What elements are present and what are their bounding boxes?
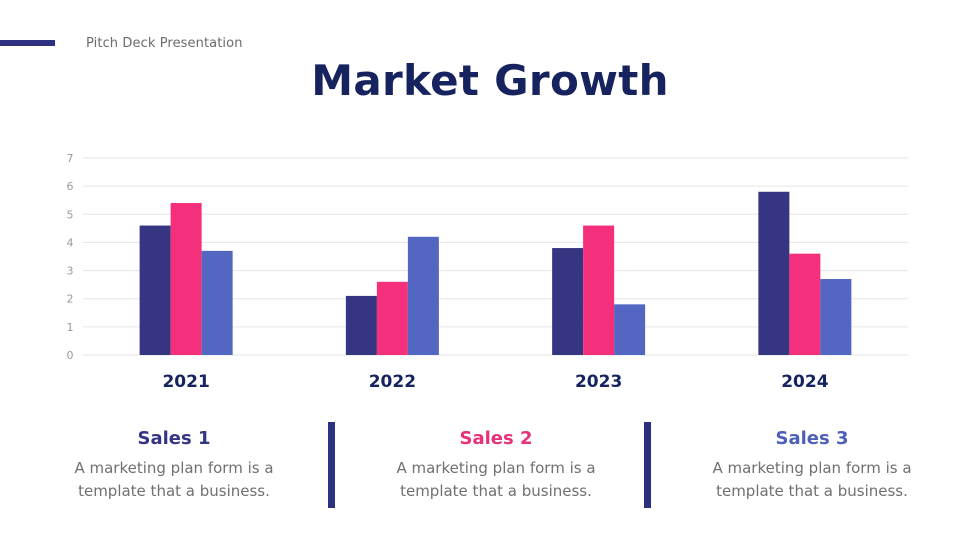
card-text: A marketing plan form is a template that …: [44, 457, 304, 503]
card-title: Sales 2: [459, 428, 533, 449]
y-tick-label: 7: [67, 152, 74, 165]
card-title: Sales 3: [775, 428, 849, 449]
slide-title: Market Growth: [311, 56, 669, 105]
card-text-line: A marketing plan form is a: [74, 459, 274, 477]
x-category-label: 2021: [162, 372, 209, 392]
bar-2024-series-3: [820, 279, 852, 355]
card-sales-3: Sales 3 A marketing plan form is a templa…: [682, 428, 942, 503]
bar-2021-series-1: [139, 225, 171, 355]
divider: [644, 422, 651, 508]
card-sales-2: Sales 2 A marketing plan form is a templa…: [366, 428, 626, 503]
card-text-line: template that a business.: [400, 482, 592, 500]
card-sales-1: Sales 1 A marketing plan form is a templa…: [44, 428, 304, 503]
card-text-line: A marketing plan form is a: [396, 459, 596, 477]
x-axis-labels: 2021 2022 2023 2024: [162, 372, 828, 392]
bar-2024-series-2: [789, 253, 821, 355]
accent-bar: [0, 40, 55, 46]
presentation-subtitle: Pitch Deck Presentation: [86, 36, 243, 51]
divider: [328, 422, 335, 508]
x-category-label: 2022: [369, 372, 416, 392]
x-category-label: 2024: [781, 372, 828, 392]
bar-2022-series-3: [407, 236, 439, 355]
card-text: A marketing plan form is a template that …: [682, 457, 942, 503]
y-tick-label: 2: [67, 293, 74, 306]
y-tick-label: 0: [67, 349, 74, 362]
card-title: Sales 1: [137, 428, 211, 449]
bar-2022-series-1: [345, 295, 377, 355]
bar-2023-series-2: [583, 225, 615, 355]
bar-2023-series-1: [552, 248, 584, 355]
bar-2022-series-2: [376, 281, 408, 355]
bar-2021-series-3: [201, 250, 233, 355]
y-tick-label: 3: [67, 265, 74, 278]
card-text-line: template that a business.: [716, 482, 908, 500]
y-tick-label: 5: [67, 208, 74, 221]
bar-2021-series-2: [170, 203, 202, 355]
x-category-label: 2023: [575, 372, 622, 392]
y-tick-label: 4: [67, 236, 74, 249]
card-text-line: template that a business.: [78, 482, 270, 500]
y-axis-ticks: 0 1 2 3 4 5 6 7: [67, 152, 74, 362]
card-text-line: A marketing plan form is a: [712, 459, 912, 477]
card-text: A marketing plan form is a template that …: [366, 457, 626, 503]
bar-2023-series-3: [614, 304, 646, 355]
bar-chart: 0 1 2 3 4 5 6 7 2021 2022 2023 2024: [67, 152, 908, 392]
bar-2024-series-1: [758, 191, 790, 355]
bars: [139, 191, 852, 355]
y-tick-label: 6: [67, 180, 74, 193]
y-tick-label: 1: [67, 321, 74, 334]
